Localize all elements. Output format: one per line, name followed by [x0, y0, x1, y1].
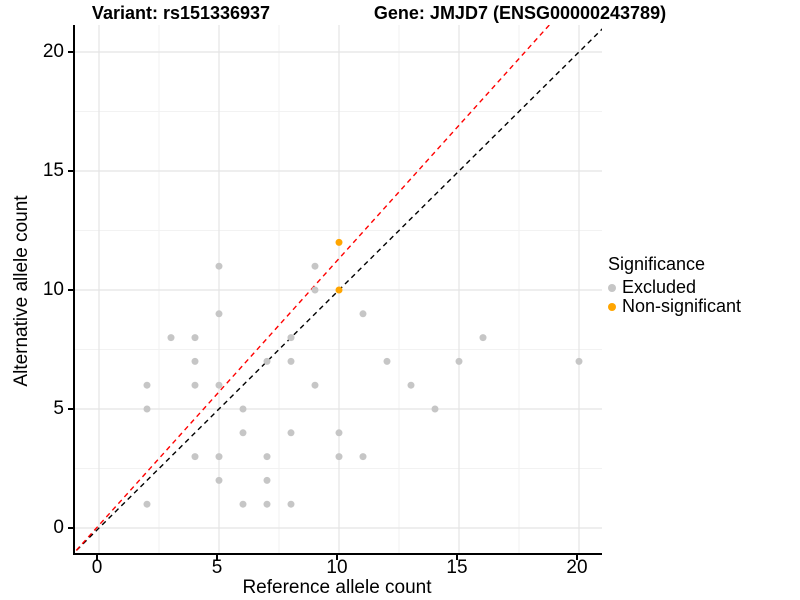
x-axis-title: Reference allele count — [242, 577, 432, 598]
scatter-point-excluded — [215, 381, 223, 389]
x-tick-label: 5 — [211, 557, 223, 578]
scatter-point-excluded — [335, 453, 343, 461]
y-tick — [68, 170, 73, 172]
identity-line — [75, 28, 602, 553]
scatter-point-excluded — [311, 286, 319, 294]
scatter-point-excluded — [239, 405, 247, 413]
legend-label-non-significant: Non-significant — [622, 296, 742, 316]
scatter-point-non-significant — [335, 286, 343, 294]
y-tick — [68, 527, 73, 529]
scatter-point-excluded — [287, 357, 295, 365]
scatter-point-excluded — [215, 476, 223, 484]
scatter-point-excluded — [575, 357, 583, 365]
non-significant-marker-icon — [608, 302, 616, 311]
scatter-point-excluded — [359, 453, 367, 461]
y-tick — [68, 408, 73, 410]
x-tick-label: 15 — [446, 557, 468, 578]
scatter-point-excluded — [263, 357, 271, 365]
scatter-point-excluded — [215, 310, 223, 318]
y-axis-title: Alternative allele count — [11, 195, 32, 387]
scatter-point-excluded — [359, 310, 367, 318]
scatter-point-excluded — [215, 262, 223, 270]
x-tick — [216, 555, 218, 560]
x-tick-label: 10 — [326, 557, 348, 578]
legend-item-non-significant[interactable]: Non-significant — [608, 296, 742, 316]
x-tick — [336, 555, 338, 560]
legend: Significance Excluded Non-significant — [608, 254, 741, 316]
y-tick-label: 0 — [53, 517, 64, 538]
scatter-point-excluded — [191, 357, 199, 365]
scatter-point-excluded — [167, 334, 175, 342]
scatter-point-excluded — [407, 381, 415, 389]
plot-panel — [73, 25, 602, 555]
y-tick-label: 20 — [42, 41, 64, 62]
scatter-point-excluded — [431, 405, 439, 413]
scatter-point-excluded — [287, 334, 295, 342]
y-tick — [68, 51, 73, 53]
x-tick — [96, 555, 98, 560]
x-tick-label: 0 — [91, 557, 103, 578]
scatter-point-excluded — [311, 262, 319, 270]
scatter-point-excluded — [215, 453, 223, 461]
scatter-point-excluded — [143, 381, 151, 389]
scatter-point-excluded — [311, 381, 319, 389]
gene-title: Gene: JMJD7 (ENSG00000243789) — [373, 3, 667, 23]
scatter-point-excluded — [191, 381, 199, 389]
x-tick — [456, 555, 458, 560]
y-tick-label: 5 — [53, 398, 64, 419]
scatter-point-excluded — [239, 500, 247, 508]
x-tick — [576, 555, 578, 560]
y-tick-label: 15 — [42, 160, 64, 181]
excluded-marker-icon — [608, 283, 616, 292]
scatter-point-excluded — [263, 476, 271, 484]
scatter-point-excluded — [455, 357, 463, 365]
scatter-point-excluded — [263, 500, 271, 508]
scatter-point-excluded — [287, 429, 295, 437]
scatter-point-excluded — [479, 334, 487, 342]
scatter-point-excluded — [143, 405, 151, 413]
x-tick-label: 20 — [566, 557, 588, 578]
scatter-point-excluded — [239, 429, 247, 437]
scatter-point-excluded — [287, 500, 295, 508]
legend-label-excluded: Excluded — [622, 277, 697, 297]
expected-line — [75, 25, 551, 553]
legend-title: Significance — [608, 254, 706, 274]
scatter-point-excluded — [335, 429, 343, 437]
scatter-point-excluded — [191, 334, 199, 342]
scatter-point-excluded — [263, 453, 271, 461]
variant-title: Variant: rs151336937 — [91, 3, 271, 23]
scatter-point-excluded — [191, 453, 199, 461]
scatter-point-non-significant — [335, 238, 343, 246]
y-tick — [68, 289, 73, 291]
legend-item-excluded[interactable]: Excluded — [608, 277, 741, 297]
plot-canvas — [75, 25, 602, 553]
scatter-point-excluded — [383, 357, 391, 365]
scatter-point-excluded — [143, 500, 151, 508]
y-tick-label: 10 — [42, 279, 64, 300]
